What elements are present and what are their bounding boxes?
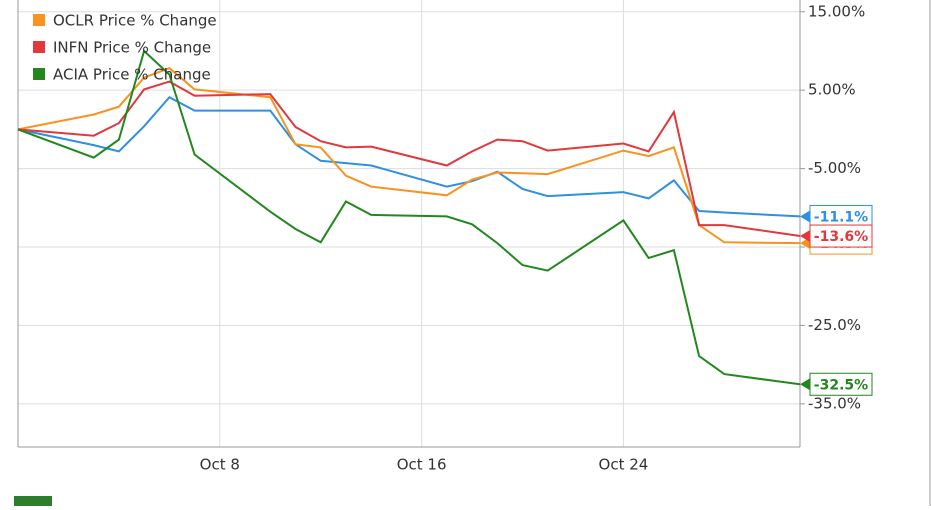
y-tick-label: -25.0%: [808, 316, 861, 334]
legend-label: INFN Price % Change: [53, 39, 211, 57]
series-line: [17, 80, 801, 237]
end-label-pointer: [800, 378, 810, 391]
series-line: [17, 67, 801, 245]
x-tick-label: Oct 8: [200, 456, 240, 474]
end-label-text: -11.1%: [814, 209, 868, 225]
end-label-pointer: [800, 210, 810, 223]
end-label-pointer: [800, 230, 810, 243]
end-label: -13.6%: [800, 224, 873, 248]
legend-swatch: [33, 41, 45, 53]
end-label-text: -32.5%: [814, 377, 868, 393]
logo: [14, 496, 52, 506]
legend-swatch: [33, 68, 45, 80]
legend-label: OCLR Price % Change: [53, 12, 217, 30]
y-tick-label: -35.0%: [808, 394, 861, 412]
legend-label: ACIA Price % Change: [53, 66, 211, 84]
x-tick-label: Oct 16: [397, 456, 447, 474]
end-label: -11.1%: [800, 204, 873, 228]
legend-swatch: [33, 14, 45, 26]
series-line: [17, 95, 801, 218]
end-label: -32.5%: [800, 372, 873, 396]
x-tick-label: Oct 24: [599, 456, 649, 474]
y-tick-label: 15.00%: [808, 2, 865, 20]
end-label-text: -13.6%: [814, 229, 868, 245]
y-tick-label: -5.00%: [808, 159, 861, 177]
y-tick-label: 5.00%: [808, 81, 856, 99]
series-line: [17, 49, 801, 386]
